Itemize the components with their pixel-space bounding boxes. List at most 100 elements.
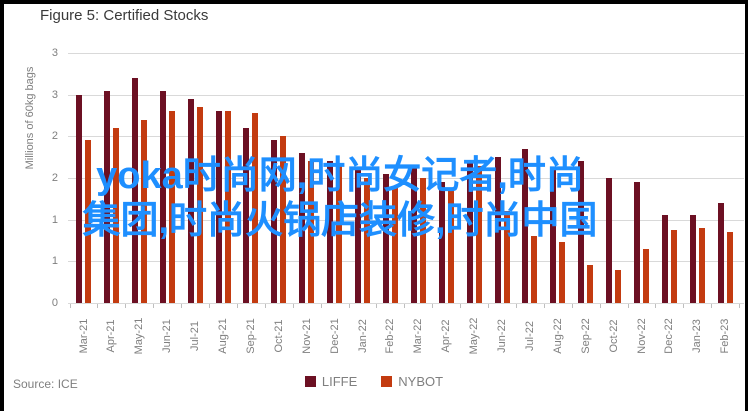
gridline <box>68 261 744 262</box>
gridline <box>68 53 744 54</box>
bar-nybot-jul-22 <box>531 236 537 303</box>
gridline <box>68 220 744 221</box>
x-axis-tick <box>516 304 517 308</box>
bar-nybot-may-21 <box>141 120 147 303</box>
bar-nybot-oct-22 <box>615 270 621 303</box>
x-axis-label: Nov-21 <box>301 318 313 354</box>
x-axis-label: Oct-22 <box>608 319 620 353</box>
bar-liffe-may-22 <box>467 161 473 303</box>
bar-liffe-aug-22 <box>550 168 556 303</box>
x-axis-tick <box>321 304 322 308</box>
bar-liffe-may-21 <box>132 78 138 303</box>
x-axis-label: Apr-22 <box>440 319 452 353</box>
x-axis-label: Feb-22 <box>384 318 396 354</box>
x-axis-tick <box>739 304 740 308</box>
window-border-left <box>0 0 4 411</box>
bar-nybot-aug-21 <box>225 111 231 303</box>
y-axis-tick-label: 1 <box>51 214 58 226</box>
x-axis-line <box>68 303 744 304</box>
x-axis-label: Aug-22 <box>552 318 564 354</box>
legend-item-nybot: NYBOT <box>381 374 443 389</box>
bar-liffe-oct-21 <box>271 140 277 303</box>
x-axis-tick <box>349 304 350 308</box>
x-axis-label: Jun-22 <box>496 319 508 353</box>
x-axis-tick <box>683 304 684 308</box>
gridline <box>68 95 744 96</box>
bar-liffe-jul-21 <box>188 99 194 303</box>
y-axis-tick-label: 2 <box>51 130 58 142</box>
x-axis-tick <box>293 304 294 308</box>
bar-nybot-apr-21 <box>113 128 119 303</box>
x-axis-label: May-21 <box>133 317 145 355</box>
bar-nybot-dec-22 <box>671 230 677 303</box>
x-axis-label: Nov-22 <box>636 318 648 354</box>
x-axis-tick <box>544 304 545 308</box>
gridline <box>68 136 744 137</box>
window-border-top <box>0 0 748 4</box>
x-axis-tick <box>488 304 489 308</box>
bar-liffe-jun-21 <box>160 91 166 303</box>
x-axis-label: Jul-21 <box>189 321 201 351</box>
x-axis-tick <box>655 304 656 308</box>
x-axis-label: Jan-23 <box>691 319 703 353</box>
window-border-right <box>745 0 748 411</box>
bar-nybot-jan-22 <box>364 178 370 303</box>
x-axis-tick <box>432 304 433 308</box>
x-axis-label: Mar-22 <box>412 318 424 354</box>
bar-liffe-mar-22 <box>411 166 417 303</box>
bar-nybot-aug-22 <box>559 242 565 303</box>
liffe-swatch-icon <box>304 376 316 387</box>
x-axis-tick <box>237 304 238 308</box>
y-axis-tick-label: 2 <box>51 172 58 184</box>
x-axis-label: Oct-21 <box>273 319 285 353</box>
bar-nybot-feb-22 <box>392 186 398 303</box>
bar-nybot-mar-21 <box>85 140 91 303</box>
y-axis-tick-label: 1 <box>51 255 58 267</box>
bar-liffe-jan-22 <box>355 170 361 303</box>
x-axis-label: Jun-21 <box>161 319 173 353</box>
bar-nybot-sep-21 <box>252 113 258 303</box>
x-axis-label: May-22 <box>468 317 480 355</box>
bar-nybot-nov-22 <box>643 249 649 303</box>
bar-nybot-apr-22 <box>448 190 454 303</box>
x-axis-label: Sep-21 <box>245 318 257 354</box>
x-axis-label: Jul-22 <box>524 321 536 351</box>
x-axis-tick <box>125 304 126 308</box>
bar-liffe-jun-22 <box>495 157 501 303</box>
nybot-swatch-icon <box>381 376 393 387</box>
legend-item-liffe: LIFFE <box>304 374 357 389</box>
legend-label-nybot: NYBOT <box>398 374 444 389</box>
watermark-line-2: 集团,时尚火锅店装修,时尚中国 <box>82 200 598 242</box>
x-axis-label: Mar-21 <box>78 318 90 354</box>
watermark: yoka时尚网,时尚女记者,时尚 集团,时尚火锅店装修,时尚中国 <box>2 154 678 244</box>
bar-liffe-apr-21 <box>104 91 110 303</box>
y-axis-tick-label: 3 <box>51 89 58 101</box>
y-axis-tick-label: 3 <box>51 47 58 59</box>
x-axis-tick <box>600 304 601 308</box>
gridline <box>68 178 744 179</box>
bar-nybot-jun-22 <box>504 211 510 303</box>
x-axis-label: Sep-22 <box>580 318 592 354</box>
watermark-line-1: yoka时尚网,时尚女记者,时尚 <box>96 155 584 197</box>
x-axis-tick <box>265 304 266 308</box>
bar-liffe-feb-23 <box>718 203 724 303</box>
bar-liffe-oct-22 <box>606 178 612 303</box>
y-axis-tick-label: 0 <box>51 297 58 309</box>
x-axis-tick <box>628 304 629 308</box>
bar-liffe-jul-22 <box>522 149 528 303</box>
x-axis-label: Apr-21 <box>105 319 117 353</box>
bar-nybot-nov-21 <box>308 161 314 303</box>
bar-liffe-aug-21 <box>216 111 222 303</box>
x-axis-label: Dec-22 <box>663 318 675 354</box>
bar-nybot-oct-21 <box>280 136 286 303</box>
x-axis-tick <box>404 304 405 308</box>
x-axis-label: Aug-21 <box>217 318 229 354</box>
chart-title: Figure 5: Certified Stocks <box>40 7 209 24</box>
source-note: Source: ICE <box>13 377 78 391</box>
bar-liffe-nov-21 <box>299 153 305 303</box>
bar-liffe-jan-23 <box>690 215 696 303</box>
bar-nybot-dec-21 <box>336 166 342 303</box>
bar-liffe-dec-22 <box>662 215 668 303</box>
bar-nybot-may-22 <box>476 166 482 303</box>
